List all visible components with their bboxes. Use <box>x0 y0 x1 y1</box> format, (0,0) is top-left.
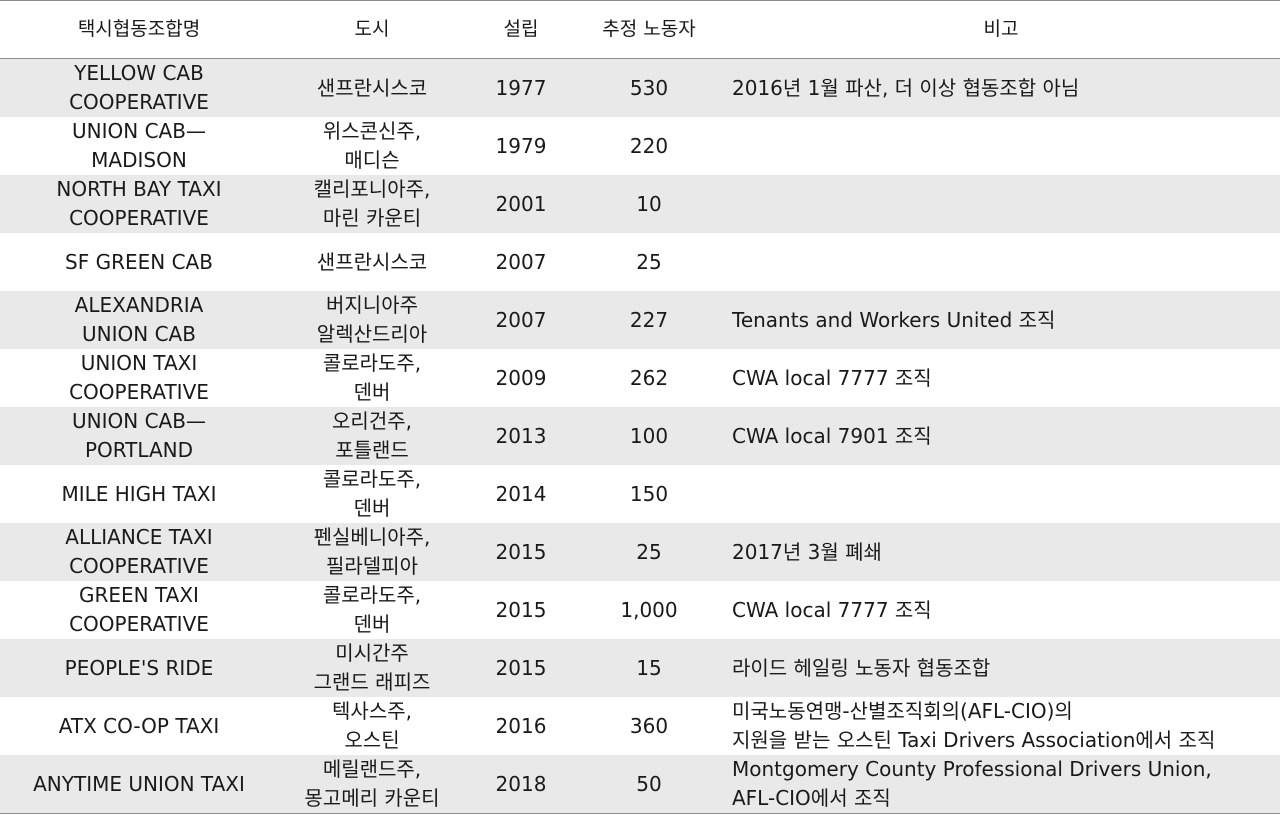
cell-estimated-workers: 25 <box>636 539 662 564</box>
cell-note: CWA local 7901 조직 <box>732 423 932 448</box>
cell-cooperative-name: ALEXANDRIA UNION CAB <box>74 293 204 346</box>
cell-founded: 1977 <box>495 75 547 100</box>
cell-note <box>722 175 1280 233</box>
cell-estimated-workers: 25 <box>636 249 662 274</box>
table-row: ATX CO-OP TAXI 텍사스주, 오스틴 2016 360 미국노동연맹… <box>0 697 1280 755</box>
cell-city: 샌프란시스코 <box>316 75 428 100</box>
cell-city: 콜로라도주, 덴버 <box>322 351 422 404</box>
cell-estimated-workers: 150 <box>629 481 669 506</box>
header-estimated-workers: 추정 노동자 <box>602 18 696 40</box>
cell-city: 미시간주 그랜드 래피즈 <box>313 641 431 694</box>
cell-cooperative-name: ATX CO-OP TAXI <box>58 713 220 738</box>
cell-founded: 2015 <box>495 597 547 622</box>
cell-cooperative-name: YELLOW CAB COOPERATIVE <box>69 61 209 114</box>
cell-note: 미국노동연맹-산별조직회의(AFL-CIO)의 지원을 받는 오스틴 Taxi … <box>732 699 1216 752</box>
table-row: MILE HIGH TAXI 콜로라도주, 덴버 2014 150 <box>0 465 1280 523</box>
cell-founded: 2007 <box>495 307 547 332</box>
cell-estimated-workers: 50 <box>636 771 662 796</box>
cell-city: 버지니아주 알렉산드리아 <box>316 293 428 346</box>
cell-note <box>722 117 1280 175</box>
header-founded: 설립 <box>503 18 539 40</box>
table-row: UNION TAXI COOPERATIVE 콜로라도주, 덴버 2009 26… <box>0 349 1280 407</box>
cell-note: 2016년 1월 파산, 더 이상 협동조합 아님 <box>732 75 1080 100</box>
cell-cooperative-name: MILE HIGH TAXI <box>61 481 217 506</box>
cell-city: 메릴랜드주, 몽고메리 카운티 <box>304 757 440 810</box>
table-row: YELLOW CAB COOPERATIVE 샌프란시스코 1977 530 2… <box>0 59 1280 117</box>
cell-note: CWA local 7777 조직 <box>732 597 932 622</box>
cell-estimated-workers: 100 <box>629 423 669 448</box>
table-row: GREEN TAXI COOPERATIVE 콜로라도주, 덴버 2015 1,… <box>0 581 1280 639</box>
table-header-row: 택시협동조합명 도시 설립 추정 노동자 비고 <box>0 1 1280 59</box>
cell-cooperative-name: GREEN TAXI COOPERATIVE <box>69 583 209 636</box>
cell-founded: 2015 <box>495 539 547 564</box>
cell-cooperative-name: SF GREEN CAB <box>65 249 213 274</box>
cell-estimated-workers: 220 <box>629 133 669 158</box>
cell-city: 샌프란시스코 <box>316 249 428 274</box>
cell-estimated-workers: 1,000 <box>620 597 678 622</box>
table-row: ANYTIME UNION TAXI 메릴랜드주, 몽고메리 카운티 2018 … <box>0 755 1280 814</box>
cell-estimated-workers: 360 <box>629 713 669 738</box>
cell-note: 2017년 3월 폐쇄 <box>732 539 882 564</box>
cell-city: 콜로라도주, 덴버 <box>322 467 422 520</box>
cell-city: 콜로라도주, 덴버 <box>322 583 422 636</box>
cell-note: Tenants and Workers United 조직 <box>732 307 1056 332</box>
cell-cooperative-name: PEOPLE'S RIDE <box>64 655 214 680</box>
cell-note <box>722 233 1280 291</box>
cell-cooperative-name: ANYTIME UNION TAXI <box>33 771 245 796</box>
cell-city: 텍사스주, 오스틴 <box>332 699 412 752</box>
cell-note: CWA local 7777 조직 <box>732 365 932 390</box>
table-row: PEOPLE'S RIDE 미시간주 그랜드 래피즈 2015 15 라이드 헤… <box>0 639 1280 697</box>
cell-estimated-workers: 530 <box>629 75 669 100</box>
cell-founded: 2009 <box>495 365 547 390</box>
table-row: ALEXANDRIA UNION CAB 버지니아주 알렉산드리아 2007 2… <box>0 291 1280 349</box>
cell-note <box>722 465 1280 523</box>
cell-note: 라이드 헤일링 노동자 협동조합 <box>732 655 991 680</box>
table-row: UNION CAB— MADISON 위스콘신주, 매디슨 1979 220 <box>0 117 1280 175</box>
cell-founded: 2016 <box>495 713 547 738</box>
cell-cooperative-name: UNION CAB— MADISON <box>72 119 206 172</box>
cell-founded: 2007 <box>495 249 547 274</box>
cell-cooperative-name: UNION CAB— PORTLAND <box>72 409 206 462</box>
cell-city: 위스콘신주, 매디슨 <box>322 119 422 172</box>
cell-cooperative-name: ALLIANCE TAXI COOPERATIVE <box>65 525 213 578</box>
cell-estimated-workers: 227 <box>629 307 669 332</box>
cell-founded: 2015 <box>495 655 547 680</box>
cell-founded: 1979 <box>495 133 547 158</box>
table-row: SF GREEN CAB 샌프란시스코 2007 25 <box>0 233 1280 291</box>
cell-city: 캘리포니아주, 마린 카운티 <box>313 177 431 230</box>
header-city: 도시 <box>354 18 390 40</box>
cell-city: 펜실베니아주, 필라델피아 <box>313 525 431 578</box>
cell-estimated-workers: 15 <box>636 655 662 680</box>
header-cooperative-name: 택시협동조합명 <box>77 18 201 40</box>
table-row: NORTH BAY TAXI COOPERATIVE 캘리포니아주, 마린 카운… <box>0 175 1280 233</box>
table-row: UNION CAB— PORTLAND 오리건주, 포틀랜드 2013 100 … <box>0 407 1280 465</box>
cell-founded: 2001 <box>495 191 547 216</box>
table-row: ALLIANCE TAXI COOPERATIVE 펜실베니아주, 필라델피아 … <box>0 523 1280 581</box>
cell-cooperative-name: NORTH BAY TAXI COOPERATIVE <box>56 177 222 230</box>
cell-estimated-workers: 262 <box>629 365 669 390</box>
cell-founded: 2013 <box>495 423 547 448</box>
cell-founded: 2014 <box>495 481 547 506</box>
cell-founded: 2018 <box>495 771 547 796</box>
cell-cooperative-name: UNION TAXI COOPERATIVE <box>69 351 209 404</box>
header-note: 비고 <box>983 18 1019 40</box>
cell-city: 오리건주, 포틀랜드 <box>332 409 412 462</box>
cell-estimated-workers: 10 <box>636 191 662 216</box>
cell-note: Montgomery County Professional Drivers U… <box>732 757 1212 810</box>
